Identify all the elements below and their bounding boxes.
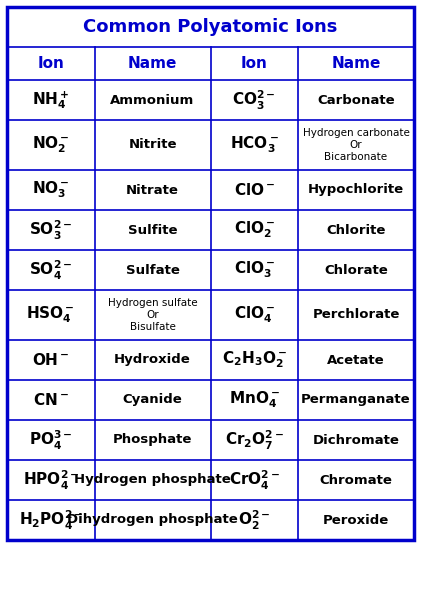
- Text: $\mathbf{SO_3^{2-}}$: $\mathbf{SO_3^{2-}}$: [29, 219, 72, 242]
- Text: Nitrite: Nitrite: [128, 139, 177, 152]
- Text: Phosphate: Phosphate: [113, 433, 192, 447]
- Text: $\mathbf{PO_4^{3-}}$: $\mathbf{PO_4^{3-}}$: [29, 429, 72, 451]
- Text: $\mathbf{MnO_4^-}$: $\mathbf{MnO_4^-}$: [229, 390, 280, 410]
- Text: $\mathbf{ClO_3^-}$: $\mathbf{ClO_3^-}$: [234, 260, 275, 280]
- Text: $\mathbf{CO_3^{2-}}$: $\mathbf{CO_3^{2-}}$: [232, 88, 276, 112]
- Text: $\mathbf{HCO_3^-}$: $\mathbf{HCO_3^-}$: [230, 135, 279, 155]
- Text: Ion: Ion: [37, 56, 64, 71]
- Text: Name: Name: [128, 56, 177, 71]
- Text: $\mathbf{Cr_2O_7^{2-}}$: $\mathbf{Cr_2O_7^{2-}}$: [225, 429, 284, 451]
- Text: $\mathbf{ClO_2^-}$: $\mathbf{ClO_2^-}$: [234, 220, 275, 240]
- Text: Chromate: Chromate: [320, 473, 392, 487]
- Text: Peroxide: Peroxide: [323, 513, 389, 527]
- Text: Sulfite: Sulfite: [128, 223, 177, 236]
- Text: Ion: Ion: [241, 56, 268, 71]
- Text: Hydroxide: Hydroxide: [114, 353, 191, 367]
- Text: Cyanide: Cyanide: [123, 393, 182, 407]
- Text: $\mathbf{ClO^-}$: $\mathbf{ClO^-}$: [234, 182, 275, 198]
- Bar: [7, 7, 414, 540]
- Text: $\mathbf{H_2PO_4^{2-}}$: $\mathbf{H_2PO_4^{2-}}$: [19, 509, 83, 531]
- Text: $\mathbf{HSO_4^-}$: $\mathbf{HSO_4^-}$: [27, 304, 75, 325]
- Text: Ammonium: Ammonium: [110, 94, 195, 106]
- Text: Chlorite: Chlorite: [326, 223, 386, 236]
- Text: Common Polyatomic Ions: Common Polyatomic Ions: [83, 18, 338, 36]
- Text: Perchlorate: Perchlorate: [312, 309, 400, 322]
- Text: $\mathbf{NO_3^-}$: $\mathbf{NO_3^-}$: [32, 180, 69, 200]
- Text: Dichromate: Dichromate: [312, 433, 400, 447]
- Text: $\mathbf{CN^-}$: $\mathbf{CN^-}$: [33, 392, 69, 408]
- Text: Permanganate: Permanganate: [301, 393, 411, 407]
- Text: Acetate: Acetate: [327, 353, 385, 367]
- Text: $\mathbf{C_2H_3O_2^-}$: $\mathbf{C_2H_3O_2^-}$: [222, 350, 287, 370]
- Text: Chlorate: Chlorate: [324, 263, 388, 276]
- Text: Carbonate: Carbonate: [317, 94, 395, 106]
- Text: $\mathbf{O_2^{2-}}$: $\mathbf{O_2^{2-}}$: [238, 509, 270, 531]
- Text: $\mathbf{SO_4^{2-}}$: $\mathbf{SO_4^{2-}}$: [29, 259, 72, 282]
- Text: Hypochlorite: Hypochlorite: [308, 183, 404, 196]
- Text: $\mathbf{ClO_4^-}$: $\mathbf{ClO_4^-}$: [234, 304, 275, 325]
- Text: Sulfate: Sulfate: [125, 263, 179, 276]
- Text: $\mathbf{HPO_4^{2-}}$: $\mathbf{HPO_4^{2-}}$: [23, 469, 79, 491]
- Text: $\mathbf{NH_4^+}$: $\mathbf{NH_4^+}$: [32, 89, 69, 111]
- Text: Hydrogen carbonate
Or
Bicarbonate: Hydrogen carbonate Or Bicarbonate: [303, 128, 410, 162]
- Text: Hydrogen sulfate
Or
Bisulfate: Hydrogen sulfate Or Bisulfate: [108, 297, 197, 333]
- Text: Dihydrogen phosphate: Dihydrogen phosphate: [67, 513, 238, 527]
- Text: Name: Name: [331, 56, 381, 71]
- Text: $\mathbf{NO_2^-}$: $\mathbf{NO_2^-}$: [32, 135, 69, 155]
- Text: $\mathbf{CrO_4^{2-}}$: $\mathbf{CrO_4^{2-}}$: [229, 469, 280, 491]
- Text: Nitrate: Nitrate: [126, 183, 179, 196]
- Text: Hydrogen phosphate: Hydrogen phosphate: [74, 473, 231, 487]
- Text: $\mathbf{OH^-}$: $\mathbf{OH^-}$: [32, 352, 69, 368]
